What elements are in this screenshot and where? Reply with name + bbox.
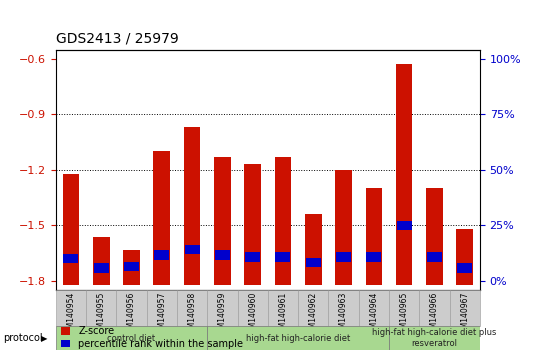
Text: control diet: control diet bbox=[108, 333, 156, 343]
Text: GSM140963: GSM140963 bbox=[339, 292, 348, 338]
Text: GSM140961: GSM140961 bbox=[278, 292, 287, 338]
Text: GSM140964: GSM140964 bbox=[369, 292, 378, 338]
Text: protocol: protocol bbox=[3, 333, 42, 343]
Bar bbox=[365, 188, 382, 285]
Bar bbox=[64, 254, 79, 263]
Bar bbox=[305, 215, 321, 285]
Bar bbox=[276, 252, 291, 262]
Bar bbox=[153, 152, 170, 285]
Bar bbox=[238, 290, 268, 326]
Text: GSM140958: GSM140958 bbox=[187, 292, 196, 338]
Legend: Z-score, percentile rank within the sample: Z-score, percentile rank within the samp… bbox=[61, 326, 243, 349]
Bar bbox=[329, 290, 359, 326]
Bar bbox=[389, 290, 419, 326]
Bar bbox=[389, 326, 480, 350]
Bar bbox=[245, 252, 260, 262]
Bar bbox=[207, 326, 389, 350]
Text: high-fat high-calorie diet: high-fat high-calorie diet bbox=[246, 333, 350, 343]
Bar bbox=[298, 290, 329, 326]
Bar bbox=[86, 290, 117, 326]
Bar bbox=[456, 229, 473, 285]
Bar bbox=[335, 170, 352, 285]
Bar bbox=[117, 290, 147, 326]
Text: high-fat high-calorie diet plus
resveratrol: high-fat high-calorie diet plus resverat… bbox=[372, 329, 497, 348]
Text: GDS2413 / 25979: GDS2413 / 25979 bbox=[56, 32, 179, 46]
Bar bbox=[457, 263, 472, 273]
Bar bbox=[93, 236, 109, 285]
Bar bbox=[426, 188, 443, 285]
Bar bbox=[215, 251, 230, 260]
Text: GSM140959: GSM140959 bbox=[218, 292, 227, 338]
Bar bbox=[214, 157, 230, 285]
Text: GSM140955: GSM140955 bbox=[97, 292, 105, 338]
Bar bbox=[450, 290, 480, 326]
Bar bbox=[306, 258, 321, 267]
Bar bbox=[359, 290, 389, 326]
Text: GSM140966: GSM140966 bbox=[430, 292, 439, 338]
Bar bbox=[124, 262, 139, 271]
Bar bbox=[396, 64, 412, 285]
Bar bbox=[367, 252, 381, 262]
Bar bbox=[275, 157, 291, 285]
Bar bbox=[155, 251, 169, 260]
Bar bbox=[56, 290, 86, 326]
Text: GSM140960: GSM140960 bbox=[248, 292, 257, 338]
Text: GSM140957: GSM140957 bbox=[157, 292, 166, 338]
Bar bbox=[244, 164, 261, 285]
Bar bbox=[268, 290, 298, 326]
Bar bbox=[336, 252, 351, 262]
Bar bbox=[62, 173, 79, 285]
Text: GSM140967: GSM140967 bbox=[460, 292, 469, 338]
Text: GSM140962: GSM140962 bbox=[309, 292, 318, 338]
Bar bbox=[207, 290, 238, 326]
Bar bbox=[147, 290, 177, 326]
Text: ▶: ▶ bbox=[41, 333, 47, 343]
Bar bbox=[427, 252, 442, 262]
Bar bbox=[123, 250, 140, 285]
Bar bbox=[184, 127, 200, 285]
Bar bbox=[94, 263, 109, 273]
Bar bbox=[56, 326, 207, 350]
Bar bbox=[419, 290, 450, 326]
Bar bbox=[185, 245, 200, 254]
Text: GSM140965: GSM140965 bbox=[400, 292, 408, 338]
Bar bbox=[397, 221, 412, 230]
Text: GSM140956: GSM140956 bbox=[127, 292, 136, 338]
Bar bbox=[177, 290, 207, 326]
Text: GSM140954: GSM140954 bbox=[66, 292, 75, 338]
